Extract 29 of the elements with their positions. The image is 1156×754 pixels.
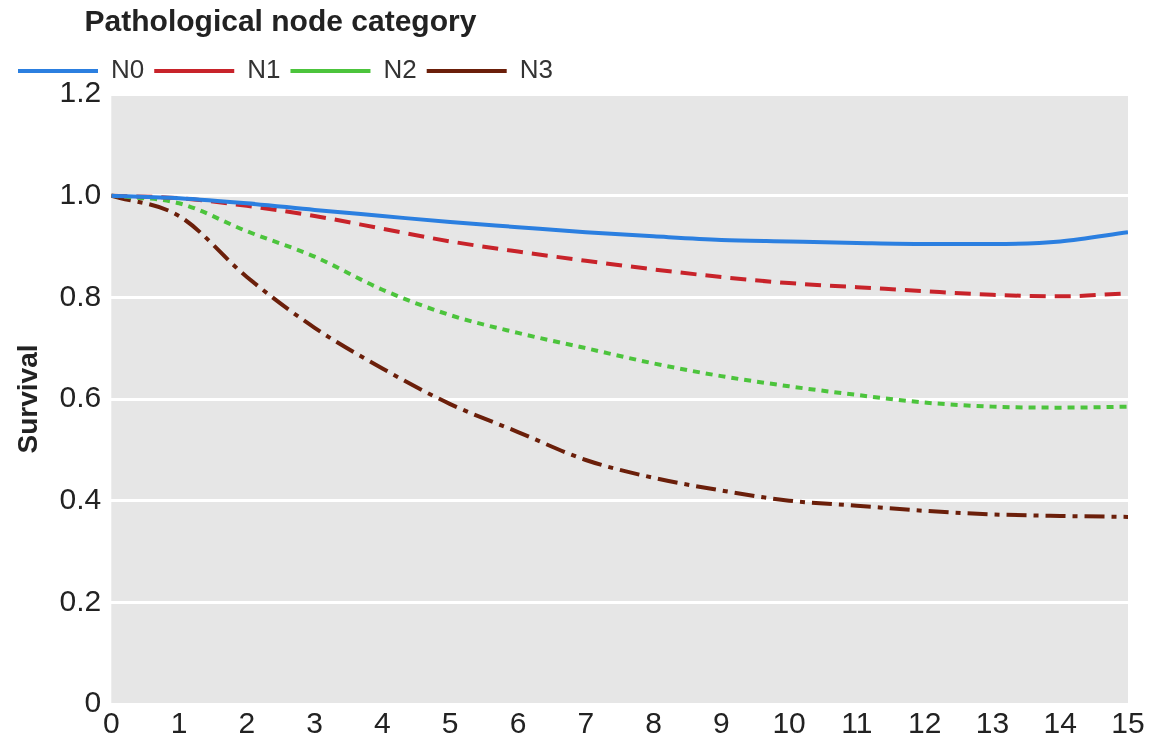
y-tick-label: 1.2 <box>59 75 102 109</box>
line-series <box>111 193 1128 246</box>
y-tick-label: 1.0 <box>59 176 102 210</box>
x-tick-label: 12 <box>907 706 942 740</box>
x-tick-label: 3 <box>306 706 323 740</box>
legend-label: N2 <box>383 54 417 85</box>
y-tick-label: 0.4 <box>59 481 102 515</box>
x-tick-label: 14 <box>1043 706 1077 740</box>
x-tick-label: 9 <box>712 706 730 740</box>
x-tick-label: 4 <box>374 706 391 740</box>
x-tick-label: 2 <box>238 706 256 740</box>
x-tick-label: 10 <box>772 706 806 740</box>
x-tick-label: 11 <box>841 706 873 740</box>
x-tick-label: 6 <box>509 706 527 740</box>
legend-label: N0 <box>111 54 145 85</box>
x-tick-label: 1 <box>170 706 188 740</box>
x-tick-label: 5 <box>441 706 459 740</box>
legend-label: N3 <box>519 54 553 85</box>
y-tick-label: 0.2 <box>59 583 102 617</box>
x-tick-label: 7 <box>577 706 595 740</box>
y-tick-label: 0 <box>84 685 102 719</box>
x-tick-label: 15 <box>1111 706 1145 740</box>
y-axis-title: Survival <box>11 344 43 454</box>
y-tick-label: 0.6 <box>59 380 102 414</box>
x-tick-label: 8 <box>645 706 662 740</box>
legend-label: N1 <box>247 54 281 85</box>
x-tick-label: 13 <box>975 706 1010 740</box>
y-tick-label: 0.8 <box>59 278 102 312</box>
legend-title: Pathological node category <box>84 4 477 38</box>
